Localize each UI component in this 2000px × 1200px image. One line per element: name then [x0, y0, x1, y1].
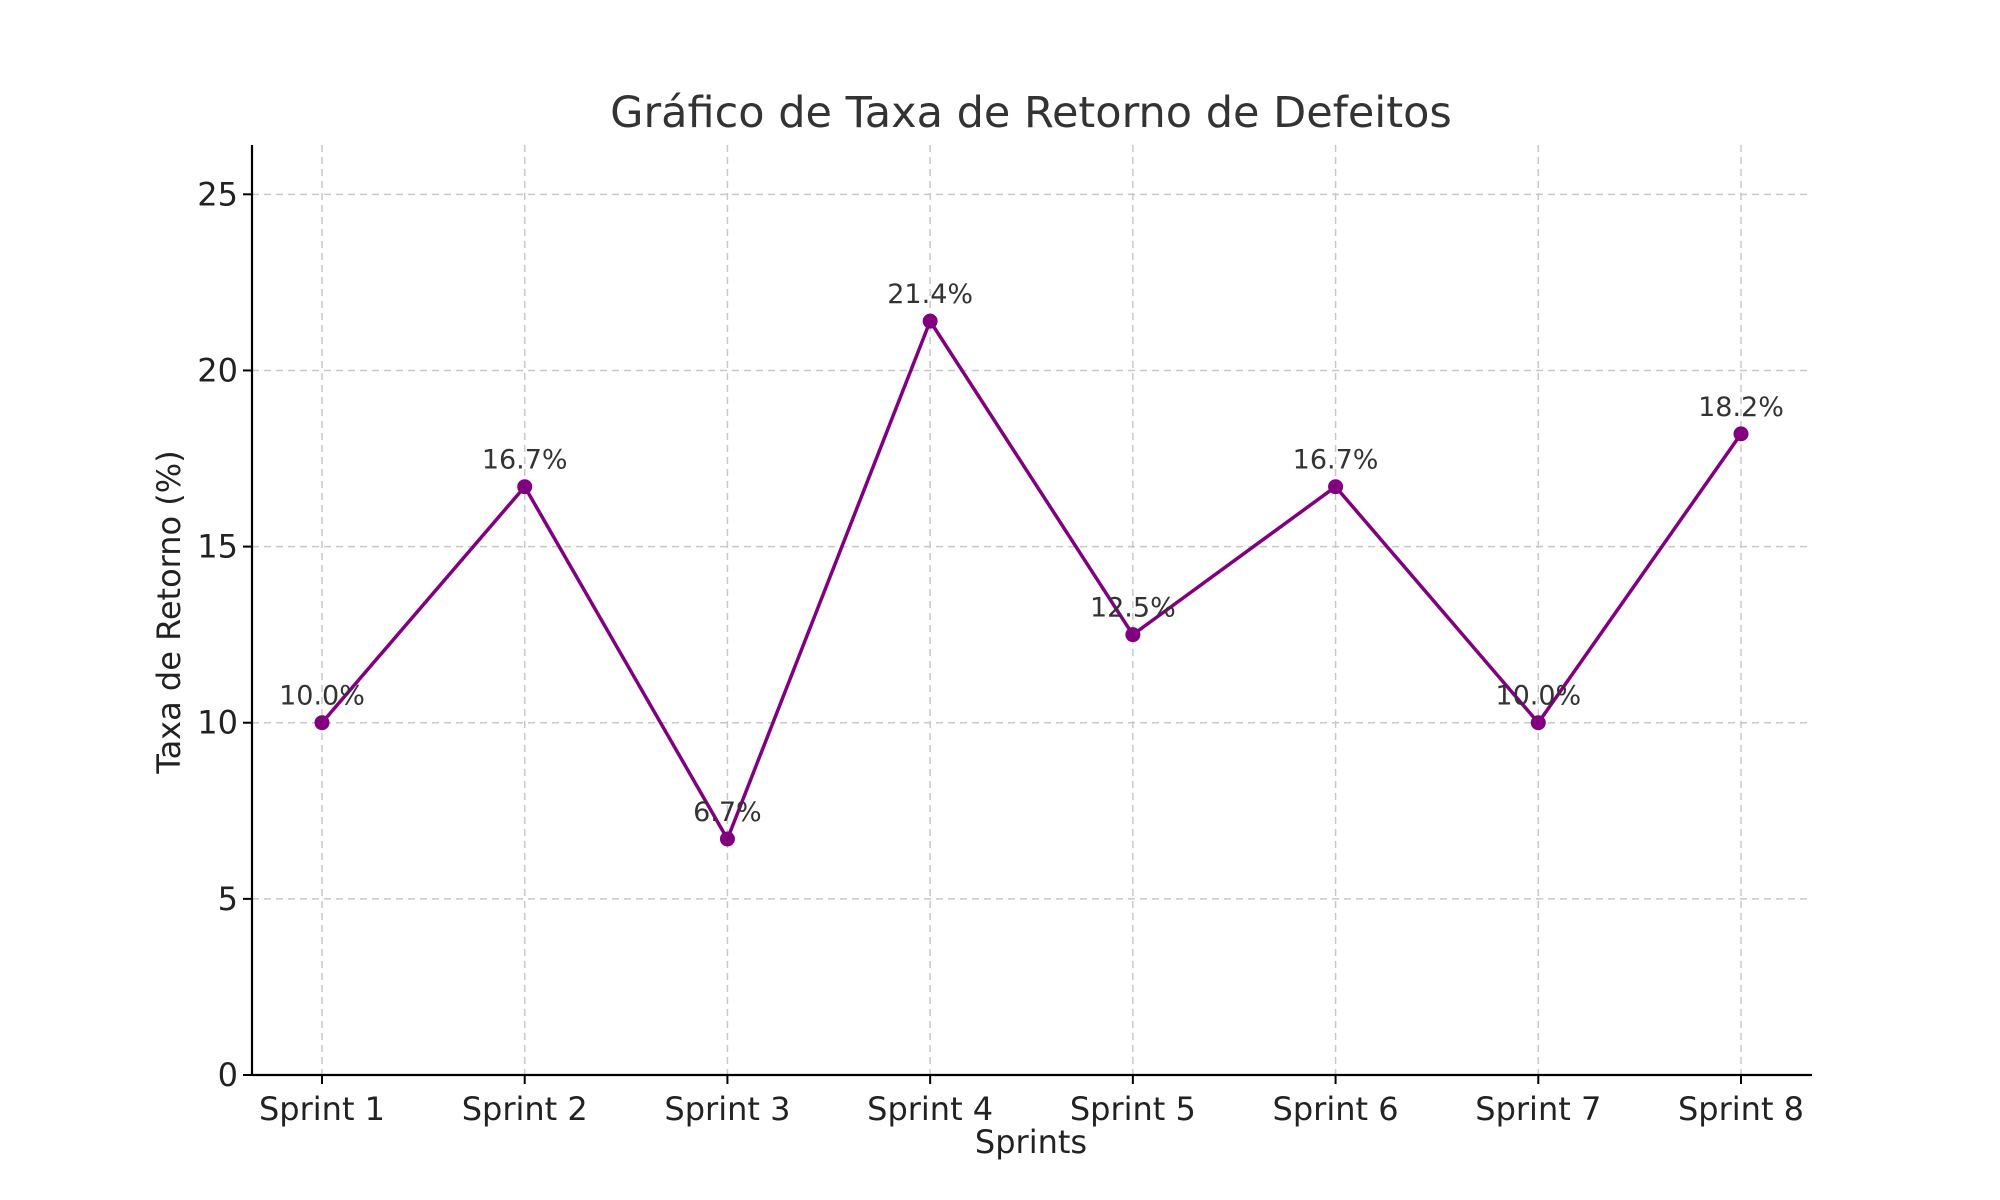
x-tick-label: Sprint 6	[1273, 1090, 1399, 1128]
y-tick-label: 15	[197, 528, 238, 566]
data-label: 10.0%	[1495, 681, 1581, 712]
x-tick-label: Sprint 5	[1070, 1090, 1196, 1128]
data-point	[922, 313, 938, 329]
data-label: 18.2%	[1698, 392, 1784, 423]
series-line	[320, 319, 1743, 841]
data-label: 6.7%	[693, 797, 762, 828]
data-label: 10.0%	[279, 681, 365, 712]
data-label: 12.5%	[1090, 593, 1176, 624]
data-point	[1733, 426, 1749, 442]
data-point	[1328, 479, 1344, 495]
y-tick-label: 0	[218, 1056, 238, 1094]
y-tick-label: 25	[197, 175, 238, 213]
y-tick-label: 20	[197, 351, 238, 389]
x-axis-label: Sprints	[975, 1123, 1087, 1161]
x-tick-label: Sprint 7	[1475, 1090, 1601, 1128]
x-tick-label: Sprint 1	[259, 1090, 385, 1128]
data-label: 16.7%	[1293, 445, 1379, 476]
x-tick-label: Sprint 8	[1678, 1090, 1804, 1128]
data-point	[517, 479, 533, 495]
data-point	[719, 831, 735, 847]
data-label: 16.7%	[482, 445, 568, 476]
y-axis-label: Taxa de Retorno (%)	[150, 450, 188, 774]
series-layer	[314, 313, 1749, 847]
x-tick-label: Sprint 3	[664, 1090, 790, 1128]
y-tick-label: 5	[218, 880, 238, 918]
y-tick-label: 10	[197, 704, 238, 742]
grid	[252, 145, 1812, 1076]
chart-title: Gráfico de Taxa de Retorno de Defeitos	[610, 88, 1452, 138]
data-point	[1530, 715, 1546, 731]
data-labels: 10.0% 16.7% 6.7% 21.4% 12.5% 16.7% 10.0% 18.2%	[279, 279, 1784, 828]
data-point	[314, 715, 330, 731]
data-point	[1125, 627, 1141, 643]
x-tick-label: Sprint 2	[462, 1090, 588, 1128]
axes: 0 5 10 15 20 25 Sprint 1 Sprint 2 Sprint 3 Sprint…	[197, 145, 1812, 1128]
x-tick-label: Sprint 4	[867, 1090, 993, 1128]
data-label: 21.4%	[887, 279, 973, 310]
